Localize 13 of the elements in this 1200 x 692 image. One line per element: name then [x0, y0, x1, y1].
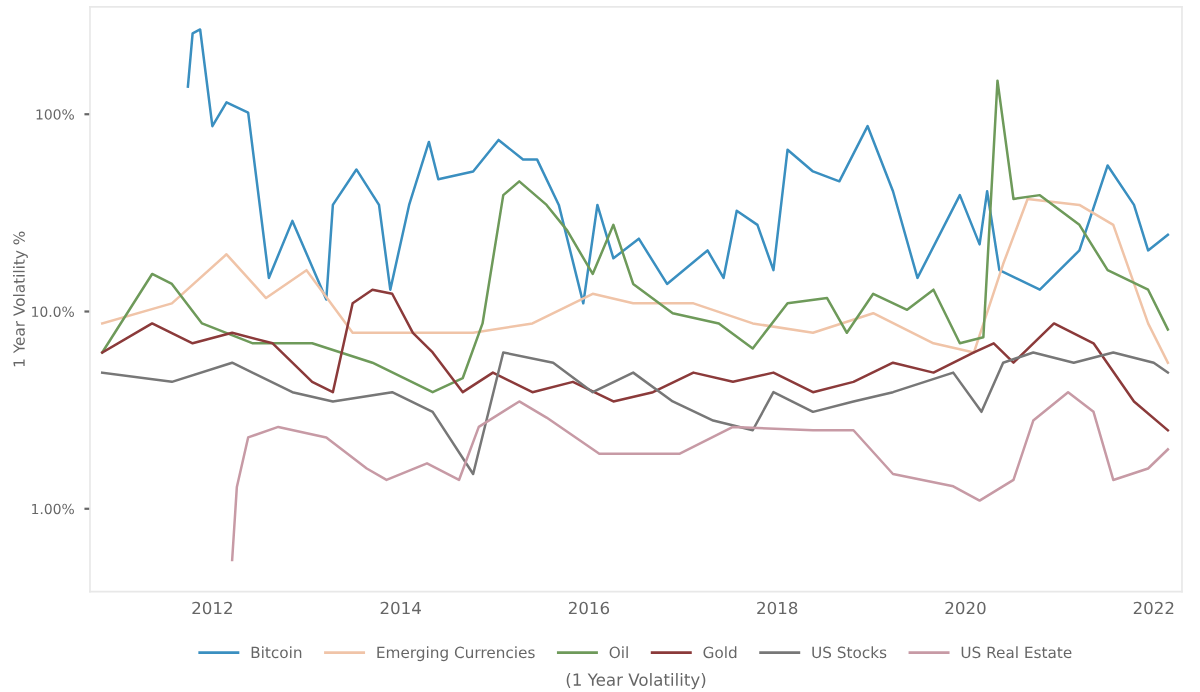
x-tick-label: 2022	[1133, 601, 1174, 615]
line-series	[100, 288, 1170, 432]
x-tick-label: 2012	[192, 601, 232, 615]
line-series	[230, 390, 1170, 562]
x-axis-title: (1 Year Volatility)	[566, 673, 706, 690]
line-series	[186, 28, 1170, 305]
line-series	[100, 79, 1170, 394]
x-tick-label: 2018	[757, 601, 798, 615]
x-tick-label: 2016	[568, 601, 610, 615]
x-tick-label: 2020	[945, 601, 986, 615]
line-series	[100, 351, 1170, 476]
line-series	[100, 197, 1170, 364]
x-tick-label: 2014	[380, 601, 421, 615]
